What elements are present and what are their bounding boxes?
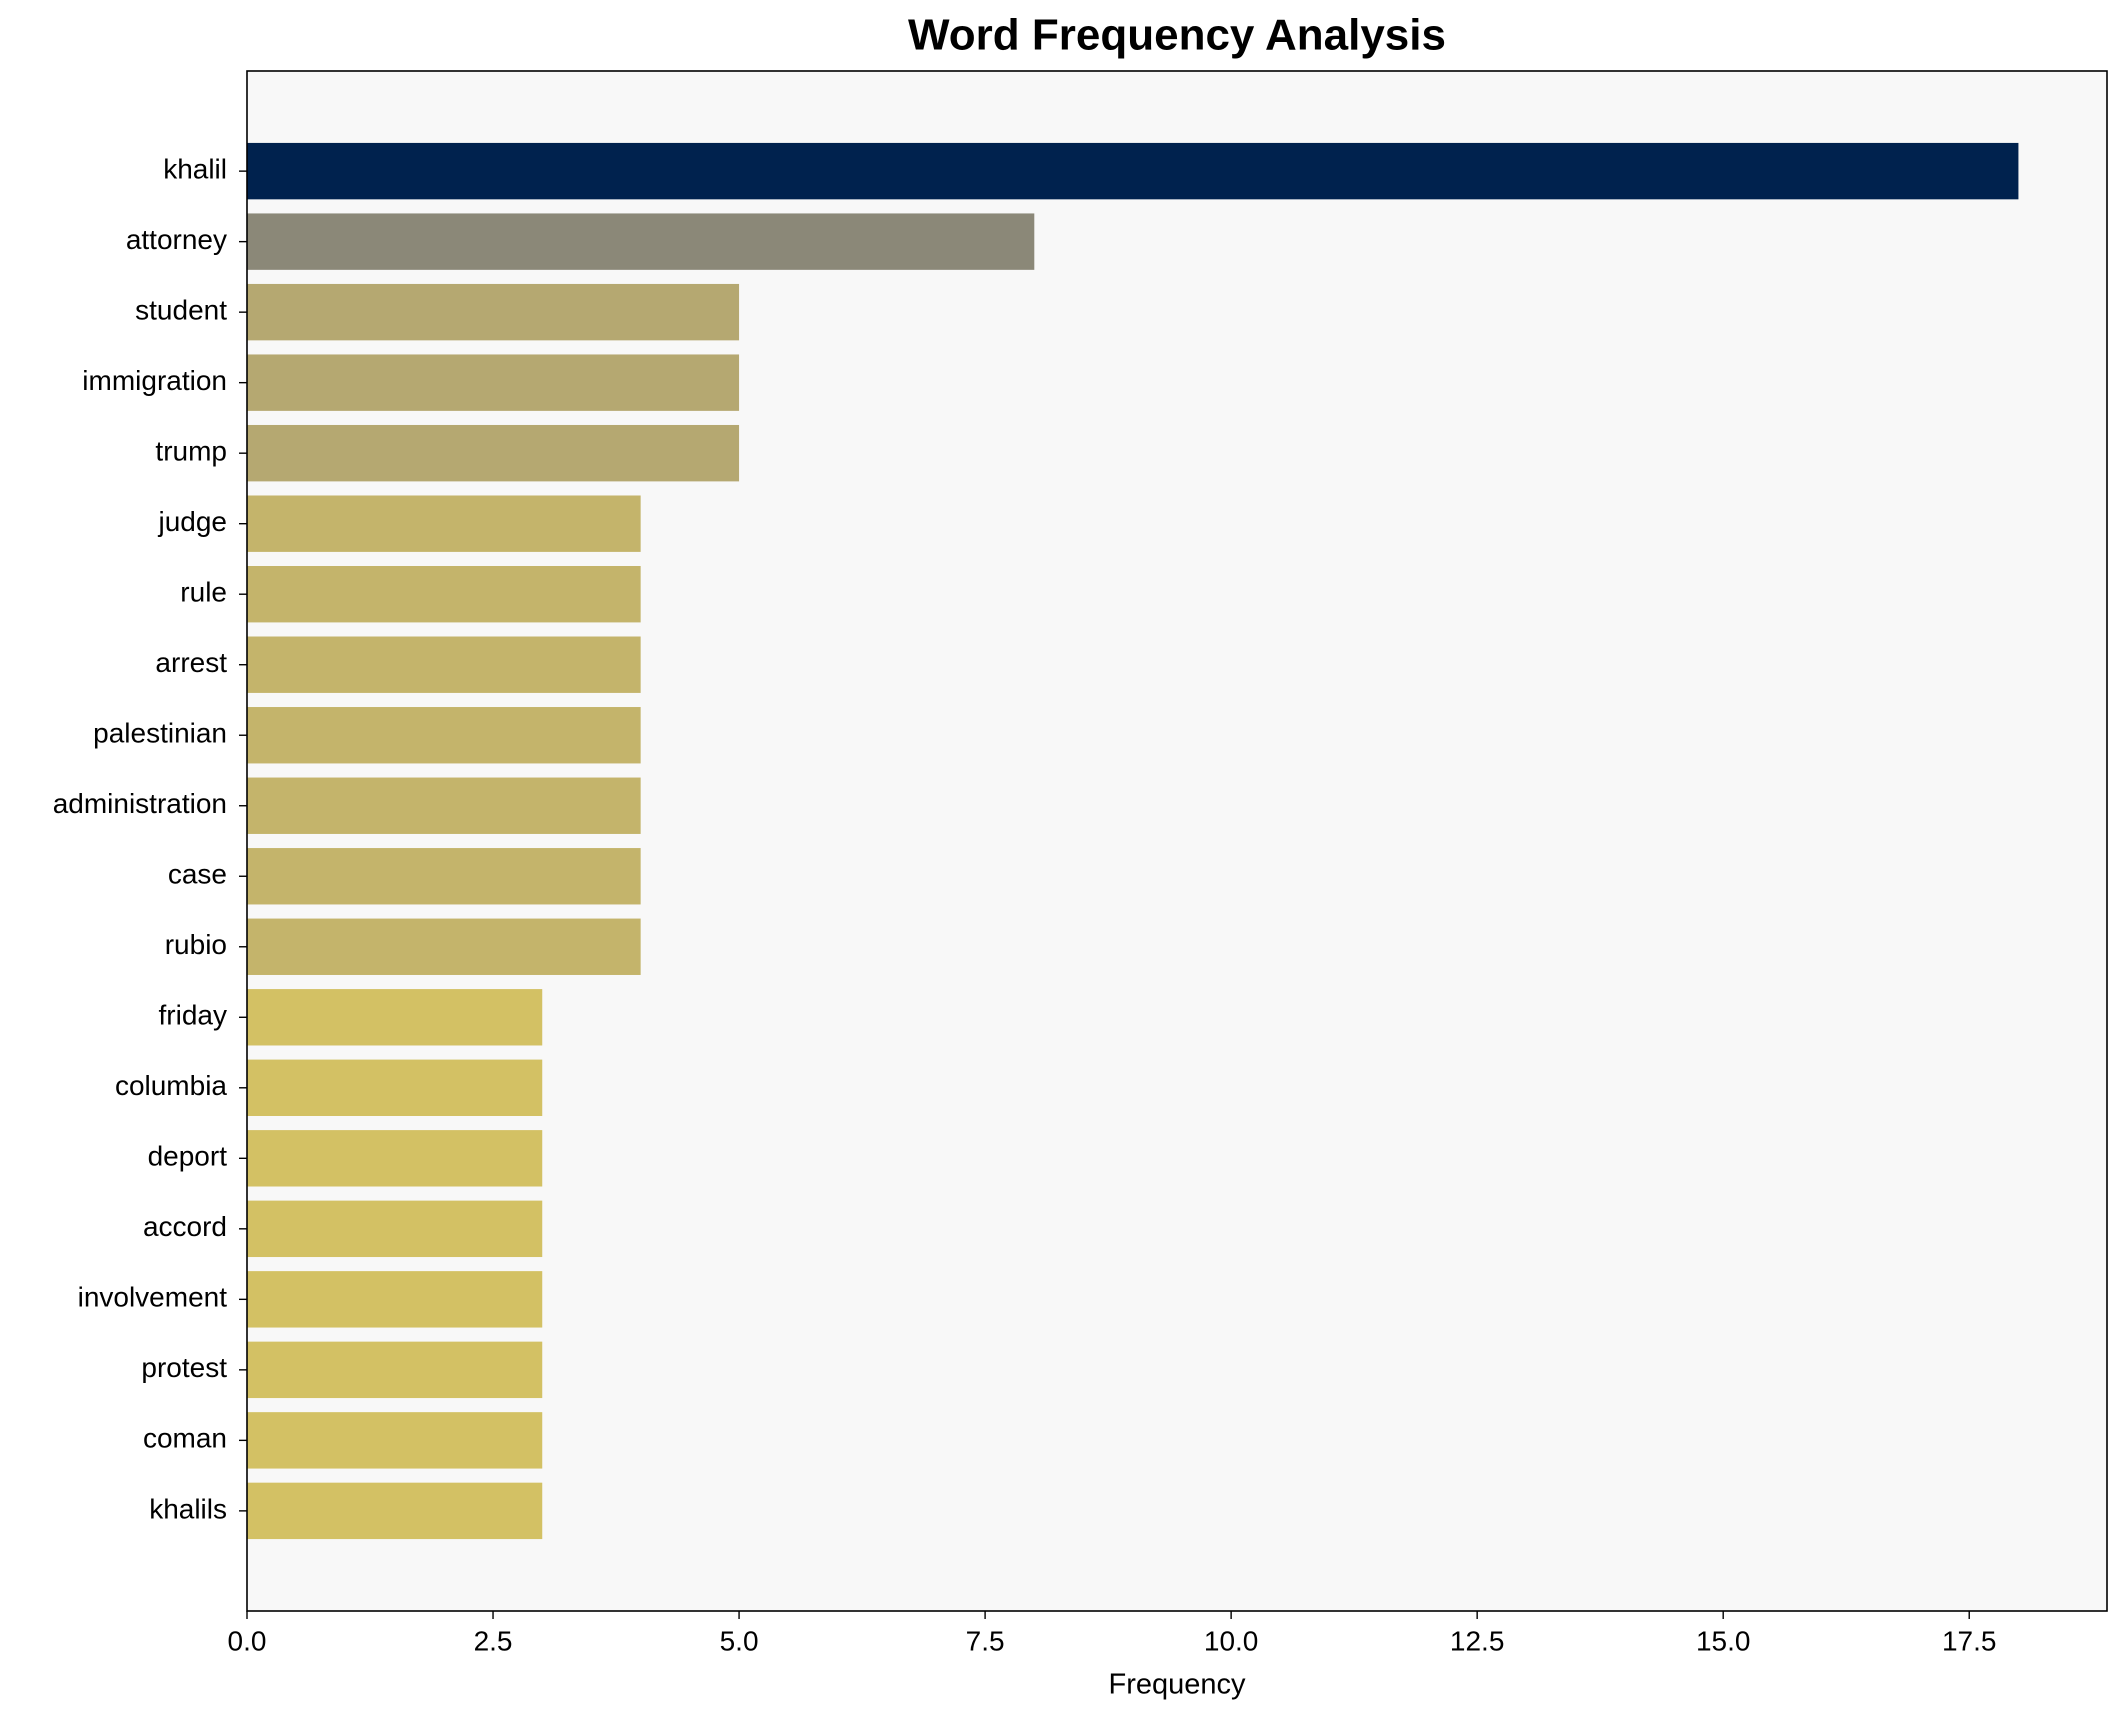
y-tick-label: khalil (163, 154, 227, 185)
bar (247, 1130, 543, 1187)
y-tick-label: administration (53, 788, 227, 819)
bar (247, 142, 2019, 200)
bar (247, 1412, 543, 1469)
bar (247, 848, 641, 905)
y-tick-label: palestinian (93, 718, 227, 749)
y-tick-label: columbia (115, 1070, 227, 1101)
bar (247, 777, 641, 834)
y-tick-label: deport (148, 1141, 228, 1172)
y-tick-label: rubio (165, 929, 227, 960)
x-tick-label: 2.5 (474, 1625, 513, 1656)
bar (247, 1059, 543, 1116)
x-tick-label: 5.0 (720, 1625, 759, 1656)
y-tick-label: involvement (78, 1282, 228, 1313)
y-tick-label: trump (155, 436, 227, 467)
y-tick-label: arrest (155, 647, 227, 678)
bar (247, 495, 641, 552)
x-tick-label: 0.0 (228, 1625, 267, 1656)
chart-title: Word Frequency Analysis (908, 11, 1446, 60)
y-tick-label: student (135, 295, 227, 326)
bar (247, 566, 641, 623)
y-tick-label: coman (143, 1423, 227, 1454)
bar (247, 636, 641, 693)
y-tick-label: friday (159, 1000, 227, 1031)
bar (247, 918, 641, 975)
plot-frame (246, 70, 2108, 1612)
bar (247, 354, 740, 411)
x-tick-label: 12.5 (1450, 1625, 1505, 1656)
y-tick-label: khalils (149, 1493, 227, 1524)
y-tick-label: accord (143, 1211, 227, 1242)
x-axis-label: Frequency (1108, 1669, 1246, 1701)
x-tick-label: 15.0 (1696, 1625, 1751, 1656)
y-tick-label: attorney (126, 224, 227, 255)
y-tick-label: immigration (82, 365, 227, 396)
bar (247, 1200, 543, 1258)
bar (247, 213, 1035, 270)
y-tick-label: protest (141, 1352, 227, 1383)
x-tick-label: 17.5 (1942, 1625, 1997, 1656)
bar (247, 1341, 543, 1399)
bar (247, 283, 740, 341)
bar (247, 1271, 543, 1328)
bar (247, 424, 740, 482)
bar (247, 989, 543, 1046)
x-tick-label: 10.0 (1204, 1625, 1259, 1656)
y-tick-label: judge (157, 506, 227, 537)
y-tick-label: rule (180, 577, 227, 608)
bar (247, 1482, 543, 1540)
x-tick-label: 7.5 (966, 1625, 1005, 1656)
bar (247, 707, 641, 764)
y-tick-label: case (168, 859, 227, 890)
